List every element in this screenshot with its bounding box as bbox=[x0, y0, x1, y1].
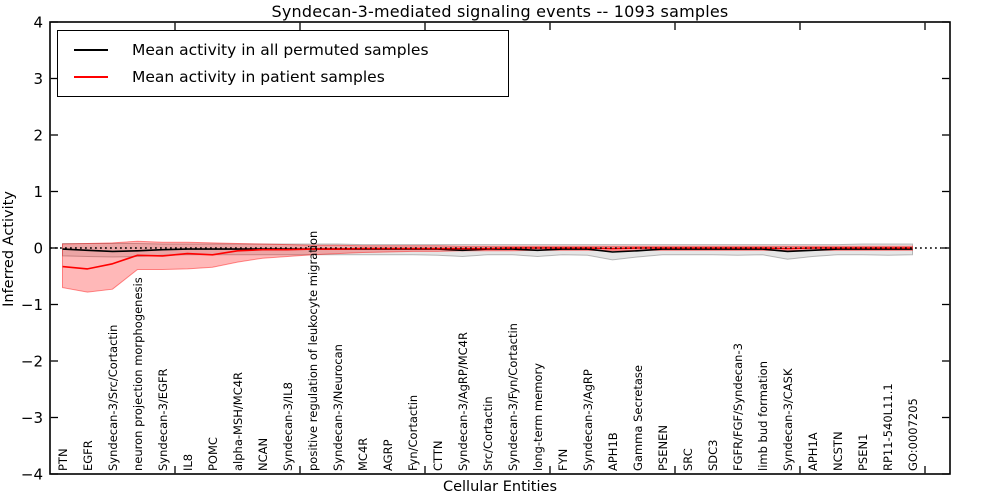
legend-label-permuted: Mean activity in all permuted samples bbox=[132, 40, 429, 59]
x-category-label: PSEN1 bbox=[856, 434, 870, 471]
axes-frame bbox=[49, 21, 951, 475]
x-category-label: APH1B bbox=[606, 432, 620, 471]
y-axis-label: Inferred Activity bbox=[1, 191, 17, 307]
x-axis-label: Cellular Entities bbox=[442, 479, 558, 495]
x-category-label: SRC bbox=[681, 448, 695, 471]
y-tick-label: −3 bbox=[21, 409, 43, 427]
x-category-label: Gamma Secretase bbox=[631, 365, 645, 471]
x-category-label: MC4R bbox=[356, 438, 370, 471]
x-category-label: Syndecan-3/IL8 bbox=[281, 382, 295, 471]
y-tick-label: 3 bbox=[33, 70, 43, 88]
x-category-label: limb bud formation bbox=[756, 361, 770, 471]
legend-line-patient-swatch bbox=[74, 75, 108, 78]
y-tick-label: 2 bbox=[33, 127, 43, 145]
x-category-label: FYN bbox=[556, 449, 570, 471]
legend-item-permuted: Mean activity in all permuted samples bbox=[58, 36, 508, 63]
legend-item-patient: Mean activity in patient samples bbox=[58, 63, 508, 90]
x-category-label: GO:0007205 bbox=[906, 398, 920, 471]
x-category-label: neuron projection morphogenesis bbox=[131, 277, 145, 471]
x-category-label: APH1A bbox=[806, 432, 820, 471]
x-category-label: Syndecan-3/AgRP bbox=[581, 369, 595, 471]
x-category-label: NCAN bbox=[256, 438, 270, 471]
chart-title: Syndecan-3-mediated signaling events -- … bbox=[271, 2, 729, 21]
x-category-label: FGFR/FGF/Syndecan-3 bbox=[731, 343, 745, 471]
x-category-label: NCSTN bbox=[831, 431, 845, 471]
legend: Mean activity in all permuted samples Me… bbox=[57, 30, 509, 97]
x-category-label: Syndecan-3/Fyn/Cortactin bbox=[506, 323, 520, 471]
x-category-label: Src/Cortactin bbox=[481, 396, 495, 471]
y-tick-label: −1 bbox=[21, 296, 43, 314]
y-tick-label: −2 bbox=[21, 353, 43, 371]
patient-confidence-band bbox=[62, 240, 913, 293]
x-category-label: alpha-MSH/MC4R bbox=[231, 372, 245, 471]
x-category-label: Syndecan-3/CASK bbox=[781, 368, 795, 471]
x-category-label: Fyn/Cortactin bbox=[406, 395, 420, 471]
y-tick-label: 1 bbox=[33, 183, 43, 201]
x-category-label: SDC3 bbox=[706, 439, 720, 471]
x-category-label: Syndecan-3/Neurocan bbox=[331, 344, 345, 471]
y-tick-label: 4 bbox=[33, 14, 43, 32]
x-category-label: AGRP bbox=[381, 439, 395, 471]
y-tick-label: 0 bbox=[33, 240, 43, 258]
x-category-label: Syndecan-3/EGFR bbox=[156, 368, 170, 471]
x-category-label: PSENEN bbox=[656, 425, 670, 471]
x-category-label: CTTN bbox=[431, 441, 445, 471]
x-category-label: EGFR bbox=[81, 440, 95, 471]
x-category-label: RP11-540L11.1 bbox=[881, 383, 895, 471]
y-tick-label: −4 bbox=[21, 466, 43, 484]
x-category-label: long-term memory bbox=[531, 363, 545, 471]
x-category-label: PTN bbox=[56, 448, 70, 471]
x-category-label: Syndecan-3/Src/Cortactin bbox=[106, 325, 120, 471]
legend-label-patient: Mean activity in patient samples bbox=[132, 67, 385, 86]
x-category-label: IL8 bbox=[181, 454, 195, 471]
legend-line-permuted-swatch bbox=[74, 48, 108, 51]
x-category-label: POMC bbox=[206, 437, 220, 471]
x-category-label: positive regulation of leukocyte migrati… bbox=[306, 231, 320, 471]
x-category-label: Syndecan-3/AgRP/MC4R bbox=[456, 332, 470, 471]
